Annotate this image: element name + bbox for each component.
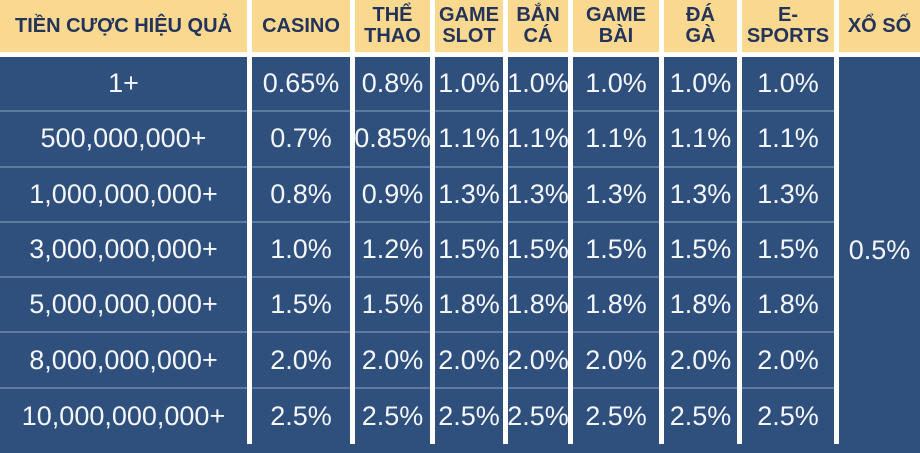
rate-cell: 2.0% bbox=[252, 333, 350, 389]
rate-cell: 1.2% bbox=[355, 222, 430, 279]
rate-cell: 1.3% bbox=[664, 167, 737, 223]
rate-cell: 0.7% bbox=[252, 112, 350, 168]
rate-cell: 2.5% bbox=[507, 388, 569, 445]
rate-cell: 0.8% bbox=[355, 57, 430, 113]
column-header-fishing: BẮN CÁ bbox=[508, 0, 568, 52]
rate-cell: 0.65% bbox=[252, 57, 350, 113]
rate-cell: 2.5% bbox=[355, 388, 430, 445]
rate-cell: 2.0% bbox=[355, 333, 430, 389]
row-label: 500,000,000+ bbox=[0, 112, 247, 168]
rate-cell: 1.8% bbox=[742, 278, 834, 334]
row-label: 10,000,000,000+ bbox=[0, 388, 247, 445]
table-header-row: TIỀN CƯỢC HIỆU QUẢ CASINO THỂ THAO GAME … bbox=[0, 0, 920, 52]
rate-cell: 1.0% bbox=[664, 57, 737, 113]
row-label: 1,000,000,000+ bbox=[0, 167, 247, 223]
row-label: 3,000,000,000+ bbox=[0, 222, 247, 279]
lottery-rate-cell: 0.5% bbox=[839, 57, 920, 445]
rate-cell: 1.5% bbox=[742, 222, 834, 279]
rate-cell: 1.5% bbox=[252, 278, 350, 334]
rate-cell: 2.5% bbox=[573, 388, 659, 445]
column-header-card-games: GAME BÀI bbox=[573, 0, 659, 52]
row-label: 1+ bbox=[0, 57, 247, 113]
rate-cell: 2.0% bbox=[742, 333, 834, 389]
rate-cell: 1.0% bbox=[252, 222, 350, 279]
row-label: 8,000,000,000+ bbox=[0, 333, 247, 389]
rate-cell: 1.0% bbox=[435, 57, 503, 113]
rate-cell: 1.3% bbox=[435, 167, 503, 223]
rate-cell: 1.1% bbox=[435, 112, 503, 168]
header-divider bbox=[0, 52, 920, 57]
row-label: 5,000,000,000+ bbox=[0, 278, 247, 334]
rate-cell: 1.8% bbox=[664, 278, 737, 334]
rate-cell: 0.9% bbox=[355, 167, 430, 223]
rate-cell: 1.5% bbox=[507, 222, 569, 279]
rate-cell: 2.0% bbox=[435, 333, 503, 389]
rate-cell: 1.3% bbox=[742, 167, 834, 223]
rate-cell: 1.0% bbox=[573, 57, 659, 113]
column-header-bet-amount: TIỀN CƯỢC HIỆU QUẢ bbox=[0, 0, 247, 52]
table-body: 0.5% 1+ 0.65% 0.8% 1.0% 1.0% 1.0% 1.0% 1… bbox=[0, 57, 920, 445]
rate-cell: 1.0% bbox=[507, 57, 569, 113]
rate-cell: 1.3% bbox=[573, 167, 659, 223]
rate-cell: 1.5% bbox=[355, 278, 430, 334]
column-header-lottery: XỔ SỐ bbox=[839, 0, 920, 52]
rate-cell: 0.85% bbox=[354, 112, 431, 168]
rate-cell: 2.5% bbox=[664, 388, 737, 445]
rate-cell: 1.1% bbox=[507, 112, 569, 168]
rate-cell: 1.5% bbox=[664, 222, 737, 279]
column-header-esports: E- SPORTS bbox=[742, 0, 834, 52]
rate-cell: 1.1% bbox=[664, 112, 737, 168]
rate-cell: 1.1% bbox=[742, 112, 834, 168]
rate-cell: 1.0% bbox=[742, 57, 834, 113]
rate-cell: 1.5% bbox=[573, 222, 659, 279]
rate-cell: 1.3% bbox=[507, 167, 569, 223]
rate-cell: 2.5% bbox=[435, 388, 503, 445]
rate-cell: 1.8% bbox=[573, 278, 659, 334]
rate-cell: 1.8% bbox=[435, 278, 503, 334]
column-header-cockfight: ĐÁ GÀ bbox=[664, 0, 737, 52]
rate-cell: 2.0% bbox=[573, 333, 659, 389]
rate-cell: 2.0% bbox=[507, 333, 569, 389]
rate-cell: 1.8% bbox=[507, 278, 569, 334]
column-header-sports: THỂ THAO bbox=[355, 0, 430, 52]
rate-cell: 1.5% bbox=[435, 222, 503, 279]
rate-cell: 2.0% bbox=[664, 333, 737, 389]
column-header-casino: CASINO bbox=[252, 0, 350, 52]
rate-cell: 2.5% bbox=[252, 388, 350, 445]
rate-cell: 1.1% bbox=[573, 112, 659, 168]
rate-cell: 0.8% bbox=[252, 167, 350, 223]
rate-cell: 2.5% bbox=[742, 388, 834, 445]
column-header-game-slot: GAME SLOT bbox=[435, 0, 503, 52]
